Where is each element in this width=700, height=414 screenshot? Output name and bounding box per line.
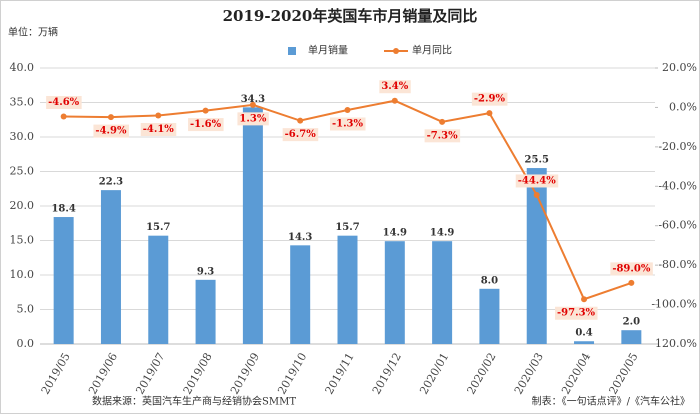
line-label: -2.9% — [474, 94, 506, 105]
line-label-bg — [379, 80, 411, 94]
line-label: -4.9% — [95, 126, 127, 137]
y-tick-label: 40.0 — [10, 61, 35, 74]
bar-label: 9.3 — [197, 266, 214, 277]
bar-label: 2.0 — [623, 317, 640, 328]
y2-tick-label: -80.0% — [658, 258, 697, 271]
line-marker — [202, 107, 209, 114]
bar — [526, 168, 547, 344]
bar-label: 25.5 — [525, 155, 549, 166]
line-label-bg — [329, 117, 366, 131]
y2-tick-label: 20.0% — [662, 61, 697, 74]
legend-swatch — [393, 48, 399, 54]
line-label: -1.3% — [332, 118, 364, 129]
line-label: -1.6% — [190, 119, 222, 130]
line-label-bg — [555, 306, 598, 320]
y-tick-label: 35.0 — [10, 96, 35, 109]
bar-label: 15.7 — [146, 222, 170, 233]
credit-note: 制表：《一句话点评》/《汽车公社》 — [532, 395, 690, 408]
line-label: 1.3% — [239, 113, 266, 124]
bar-label: 14.9 — [430, 228, 454, 239]
line-label-bg — [188, 118, 224, 132]
bar — [53, 217, 74, 344]
y-tick-label: 0.0 — [17, 337, 35, 350]
bar — [574, 341, 595, 344]
chart-title: 2019-2020年英国车市月销量及同比 — [223, 7, 478, 25]
bar-label: 18.4 — [51, 204, 75, 215]
line-marker — [533, 191, 540, 198]
line-marker — [581, 296, 588, 303]
y2-tick-label: -120.0% — [651, 337, 697, 350]
bar-label: 0.4 — [575, 328, 592, 339]
line-label: -44.4% — [518, 175, 557, 186]
y2-tick-label: -40.0% — [658, 179, 697, 192]
bar — [100, 190, 121, 344]
line-marker — [344, 106, 351, 113]
line-label: -4.1% — [143, 124, 175, 135]
line-label-bg — [610, 262, 653, 276]
line-marker — [60, 113, 67, 120]
line-label-bg — [140, 123, 177, 137]
y-tick-label: 15.0 — [10, 234, 35, 247]
y2-tick-label: 0.0% — [669, 100, 697, 113]
line-marker — [107, 114, 114, 121]
y-tick-label: 30.0 — [10, 130, 35, 143]
y-tick-label: 5.0 — [17, 303, 35, 316]
line-marker — [628, 279, 635, 286]
line-label-bg — [515, 174, 559, 188]
line-label-bg — [471, 92, 508, 106]
bar — [195, 279, 216, 344]
line-label: 3.4% — [381, 81, 408, 92]
bar — [148, 235, 169, 344]
bar-label: 14.3 — [288, 232, 312, 243]
line-label-bg — [46, 95, 82, 109]
y-tick-label: 20.0 — [10, 199, 35, 212]
line-marker — [249, 101, 256, 108]
line-label-bg — [424, 129, 461, 143]
bar-label: 8.0 — [481, 275, 498, 286]
line-label: -6.7% — [285, 129, 317, 140]
line-marker — [391, 97, 398, 104]
bar — [290, 245, 311, 344]
legend-label: 单月同比 — [412, 45, 452, 57]
source-note: 数据来源：英国汽车生产商与经销协会SMMT — [92, 395, 296, 408]
line-label-bg — [237, 112, 269, 126]
bar — [432, 241, 453, 344]
bar — [621, 330, 642, 344]
y2-tick-label: -60.0% — [658, 219, 697, 232]
line-label: -4.6% — [48, 97, 80, 108]
line-marker — [297, 117, 304, 124]
y-tick-label: 10.0 — [10, 268, 35, 281]
bar-label: 34.3 — [241, 94, 265, 105]
line-label-bg — [93, 124, 129, 138]
line-label: -7.3% — [427, 130, 459, 141]
line-marker — [439, 118, 446, 125]
bar — [242, 107, 263, 344]
y2-tick-label: -100.0% — [651, 298, 697, 311]
line-label: -89.0% — [612, 263, 651, 274]
bar-label: 15.7 — [335, 222, 359, 233]
line-label: -97.3% — [557, 308, 596, 319]
line-marker — [486, 110, 493, 117]
line-label-bg — [282, 128, 319, 142]
bar — [479, 288, 500, 344]
legend-label: 单月销量 — [308, 44, 348, 57]
bar — [384, 241, 405, 344]
line-marker — [155, 112, 162, 119]
bar-label: 22.3 — [99, 177, 123, 188]
legend-swatch — [288, 47, 296, 55]
bar — [337, 235, 358, 344]
y-tick-label: 25.0 — [10, 165, 35, 178]
y2-tick-label: -20.0% — [658, 140, 697, 153]
bar-label: 14.9 — [383, 228, 407, 239]
unit-label: 单位：万辆 — [8, 26, 58, 39]
